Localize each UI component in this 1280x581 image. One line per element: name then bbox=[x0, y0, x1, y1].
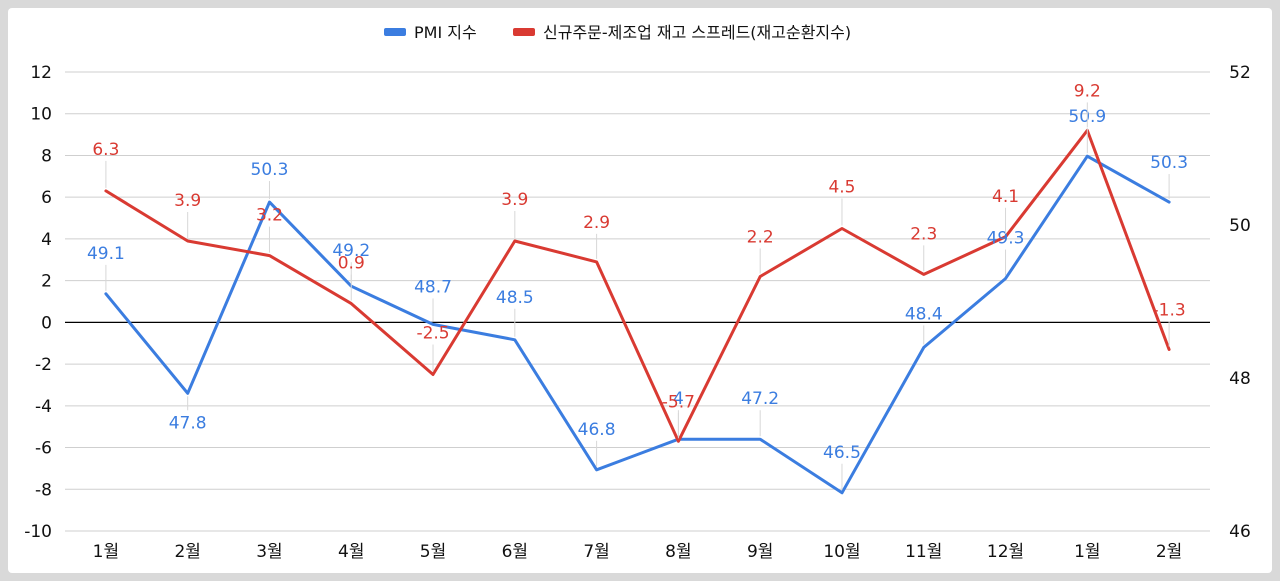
left-axis-tick-label: -2 bbox=[35, 355, 52, 375]
spread-series-line bbox=[104, 128, 1171, 443]
left-axis-tick-label: 4 bbox=[41, 230, 52, 250]
spread-data-label: 3.2 bbox=[256, 206, 283, 226]
x-axis-tick-label: 12월 bbox=[987, 542, 1024, 562]
x-axis-tick-label: 7월 bbox=[583, 542, 609, 562]
pmi-data-label: 50.3 bbox=[1150, 153, 1188, 173]
legend-swatch-spread bbox=[513, 28, 535, 36]
x-axis-tick-label: 5월 bbox=[420, 542, 446, 562]
spread-data-label: -1.3 bbox=[1153, 300, 1186, 320]
x-axis-tick-label: 1월 bbox=[1074, 542, 1100, 562]
spread-data-label: -5.7 bbox=[662, 392, 695, 412]
pmi-series-line bbox=[104, 154, 1171, 495]
x-axis-tick-label: 2월 bbox=[174, 542, 200, 562]
right-axis-tick-label: 46 bbox=[1229, 522, 1251, 542]
spread-data-label: 9.2 bbox=[1074, 81, 1101, 101]
spread-data-label: 2.3 bbox=[910, 224, 937, 244]
pmi-data-label: 47.8 bbox=[169, 413, 207, 433]
legend-label-spread: 신규주문-제조업 재고 스프레드(재고순환지수) bbox=[543, 23, 851, 42]
pmi-data-label: 49.3 bbox=[987, 229, 1025, 249]
spread-data-label: 2.9 bbox=[583, 213, 610, 233]
combo-line-chart: 12 10 8 6 4 2 0 -2 -4 -6 -8 -10 52 50 48 46 1월 2월 3월 4월 5월 6월… bbox=[24, 23, 1251, 562]
left-axis-tick-label: 10 bbox=[30, 105, 52, 125]
x-axis-tick-label: 3월 bbox=[256, 542, 282, 562]
pmi-data-label: 48.5 bbox=[496, 288, 534, 308]
spread-data-label: 4.5 bbox=[828, 177, 855, 197]
pmi-data-label: 50.3 bbox=[251, 160, 289, 180]
legend-swatch-pmi bbox=[384, 28, 406, 36]
x-axis-tick-label: 10월 bbox=[823, 542, 860, 562]
x-axis-tick-label: 8월 bbox=[665, 542, 691, 562]
pmi-data-label: 48.4 bbox=[905, 304, 943, 324]
pmi-data-label: 49.2 bbox=[332, 241, 370, 261]
left-axis-tick-label: -8 bbox=[35, 480, 52, 500]
pmi-data-label: 46.8 bbox=[578, 420, 616, 440]
pmi-data-label: 4 bbox=[673, 389, 684, 409]
spread-data-label: 0.9 bbox=[338, 254, 365, 274]
left-axis-tick-label: -4 bbox=[35, 397, 52, 417]
spread-data-label: 2.2 bbox=[747, 227, 774, 247]
chart-frame: 12 10 8 6 4 2 0 -2 -4 -6 -8 -10 52 50 48 46 1월 2월 3월 4월 5월 6월… bbox=[8, 8, 1272, 573]
left-axis-tick-label: -6 bbox=[35, 439, 52, 459]
spread-data-label: 3.9 bbox=[174, 191, 201, 211]
spread-data-label: -2.5 bbox=[416, 324, 449, 344]
pmi-data-label: 49.1 bbox=[87, 244, 125, 264]
left-axis-tick-label: 6 bbox=[41, 188, 52, 208]
x-axis-tick-label: 11월 bbox=[905, 542, 942, 562]
legend-label-pmi: PMI 지수 bbox=[414, 23, 477, 42]
x-axis-tick-label: 9월 bbox=[747, 542, 773, 562]
left-axis-tick-label: 0 bbox=[41, 313, 52, 333]
spread-data-label: 6.3 bbox=[92, 140, 119, 160]
pmi-data-label: 47.2 bbox=[741, 389, 779, 409]
left-axis-tick-label: 2 bbox=[41, 272, 52, 292]
x-axis-tick-label: 2월 bbox=[1156, 542, 1182, 562]
left-axis-tick-label: 12 bbox=[30, 63, 52, 83]
spread-data-label: 4.1 bbox=[992, 187, 1019, 207]
left-axis-tick-label: -10 bbox=[24, 522, 52, 542]
pmi-data-label: 46.5 bbox=[823, 443, 861, 463]
x-axis-tick-label: 4월 bbox=[338, 542, 364, 562]
spread-data-label: 3.9 bbox=[501, 190, 528, 210]
right-axis-tick-label: 48 bbox=[1229, 369, 1251, 389]
pmi-data-label: 48.7 bbox=[414, 277, 452, 297]
left-axis-tick-label: 8 bbox=[41, 146, 52, 166]
right-axis-tick-label: 52 bbox=[1229, 63, 1251, 83]
right-axis-tick-label: 50 bbox=[1229, 216, 1251, 236]
x-axis-tick-label: 6월 bbox=[502, 542, 528, 562]
x-axis-tick-label: 1월 bbox=[93, 542, 119, 562]
